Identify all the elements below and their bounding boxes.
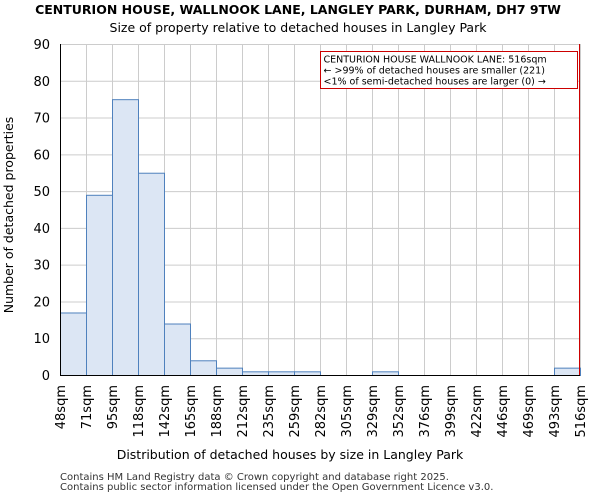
y-tick-label: 90 bbox=[33, 38, 50, 53]
x-tick-label: 329sqm bbox=[366, 385, 381, 438]
x-tick-label: 118sqm bbox=[132, 385, 147, 438]
x-tick-label: 305sqm bbox=[340, 385, 355, 438]
annotation-box: CENTURION HOUSE WALLNOOK LANE: 516sqm← >… bbox=[320, 51, 578, 89]
y-tick-label: 60 bbox=[33, 148, 50, 163]
x-tick-label: 352sqm bbox=[392, 385, 407, 438]
x-tick-label: 212sqm bbox=[236, 385, 251, 438]
x-tick-label: 71sqm bbox=[80, 385, 95, 429]
bar bbox=[268, 371, 295, 377]
annotation-line: ← >99% of detached houses are smaller (2… bbox=[324, 66, 545, 77]
histogram-chart: CENTURION HOUSE, WALLNOOK LANE, LANGLEY … bbox=[1, 2, 589, 462]
bar bbox=[372, 371, 399, 377]
bar bbox=[242, 371, 269, 377]
bar bbox=[554, 367, 581, 376]
y-tick-label: 70 bbox=[33, 112, 50, 127]
annotation-line: <1% of semi-detached houses are larger (… bbox=[324, 77, 546, 88]
y-tick-labels: 0 10 20 30 40 50 60 70 80 90 bbox=[33, 38, 50, 384]
bar bbox=[86, 194, 113, 376]
y-tick-label: 20 bbox=[33, 295, 50, 310]
bar bbox=[112, 99, 139, 377]
y-tick-label: 40 bbox=[33, 222, 50, 237]
x-tick-label: 516sqm bbox=[574, 385, 589, 438]
bars bbox=[60, 99, 581, 377]
x-tick-label: 376sqm bbox=[418, 385, 433, 438]
annotation-line: CENTURION HOUSE WALLNOOK LANE: 516sqm bbox=[324, 55, 547, 66]
x-tick-labels: 48sqm 71sqm 95sqm 118sqm 142sqm 165sqm 188sqm 2… bbox=[54, 385, 589, 438]
x-tick-label: 48sqm bbox=[54, 385, 69, 429]
x-tick-label: 282sqm bbox=[314, 385, 329, 438]
chart-title: CENTURION HOUSE, WALLNOOK LANE, LANGLEY … bbox=[35, 2, 561, 17]
x-tick-label: 188sqm bbox=[210, 385, 225, 438]
x-tick-label: 469sqm bbox=[522, 385, 537, 438]
bar bbox=[294, 371, 321, 377]
y-tick-label: 10 bbox=[33, 332, 50, 347]
annotation-box-frame bbox=[320, 51, 578, 89]
x-tick-label: 235sqm bbox=[262, 385, 277, 438]
y-tick-label: 50 bbox=[33, 185, 50, 200]
axes bbox=[60, 44, 580, 376]
x-tick-label: 493sqm bbox=[548, 385, 563, 438]
x-tick-label: 422sqm bbox=[470, 385, 485, 438]
bar bbox=[138, 172, 165, 376]
y-tick-label: 30 bbox=[33, 259, 50, 274]
bar bbox=[190, 360, 217, 376]
x-tick-label: 399sqm bbox=[444, 385, 459, 438]
footer-line-1: Contains HM Land Registry data © Crown c… bbox=[60, 472, 449, 483]
y-tick-label: 80 bbox=[33, 75, 50, 90]
x-tick-label: 446sqm bbox=[496, 385, 511, 438]
x-tick-label: 165sqm bbox=[184, 385, 199, 438]
footer-line-2: Contains public sector information licen… bbox=[60, 482, 494, 493]
x-tick-label: 259sqm bbox=[288, 385, 303, 438]
x-tick-label: 95sqm bbox=[106, 385, 121, 429]
chart-subtitle: Size of property relative to detached ho… bbox=[110, 20, 488, 35]
x-tick-label: 142sqm bbox=[158, 385, 173, 438]
bar bbox=[216, 367, 243, 376]
bar bbox=[60, 312, 87, 377]
y-axis-label: Number of detached properties bbox=[1, 117, 16, 314]
y-tick-label: 0 bbox=[42, 369, 50, 384]
footer: Contains HM Land Registry data © Crown c… bbox=[60, 473, 493, 493]
x-axis-label: Distribution of detached houses by size … bbox=[117, 447, 464, 462]
bar bbox=[164, 323, 191, 376]
